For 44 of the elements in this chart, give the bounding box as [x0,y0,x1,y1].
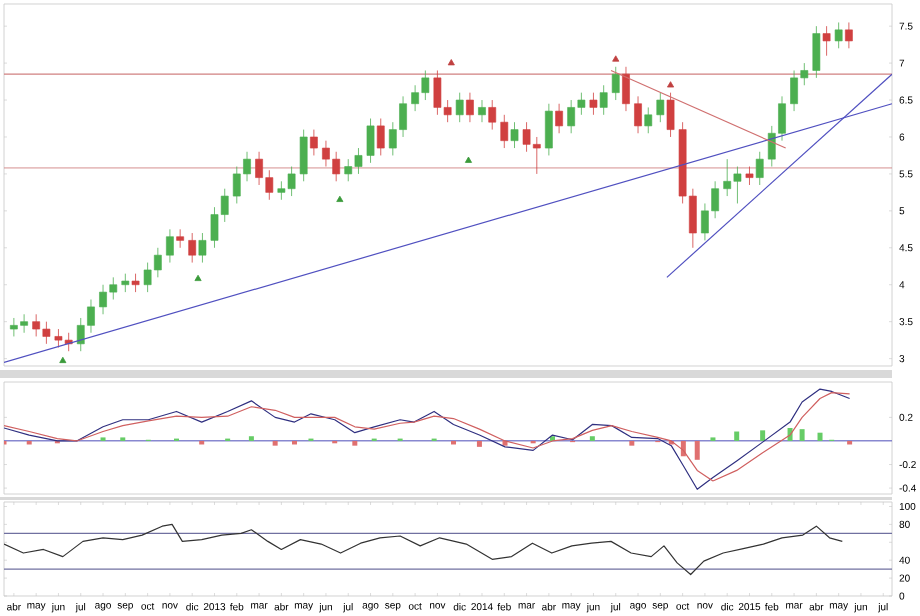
candlestick [478,99,486,123]
candlestick [131,273,140,293]
candlestick [188,232,197,263]
candlestick [166,228,174,263]
candlestick [466,92,474,123]
candlestick [845,22,853,49]
bar [476,440,482,447]
candlestick [455,92,464,123]
candlestick [500,114,509,149]
candlestick [611,66,620,101]
point [59,356,67,364]
candlestick [121,273,130,293]
point [612,55,620,62]
candlestick [510,121,519,149]
candlestick [745,166,754,186]
candlestick [310,129,318,156]
point [667,81,675,88]
candlestick [834,22,843,49]
bar [352,440,358,446]
candlestick [599,84,608,116]
bar [272,440,278,446]
candlestick [755,151,764,186]
candlestick [634,95,642,134]
candlestick [622,66,630,112]
point [336,195,344,202]
candlestick [176,228,184,249]
candlestick [589,92,598,116]
point [464,156,472,163]
bar [734,431,740,441]
point [194,274,202,282]
bar [760,430,766,441]
bar [629,440,635,446]
line-series [4,523,843,576]
bar [817,432,823,441]
candlestick [656,92,665,123]
candlestick [545,103,553,156]
candlestick [376,118,385,156]
bar [694,440,700,460]
candlestick [644,107,653,134]
candlestick [555,103,563,134]
candlestick [822,25,831,57]
candlestick [488,99,497,130]
bar [799,429,805,441]
point [447,59,455,66]
